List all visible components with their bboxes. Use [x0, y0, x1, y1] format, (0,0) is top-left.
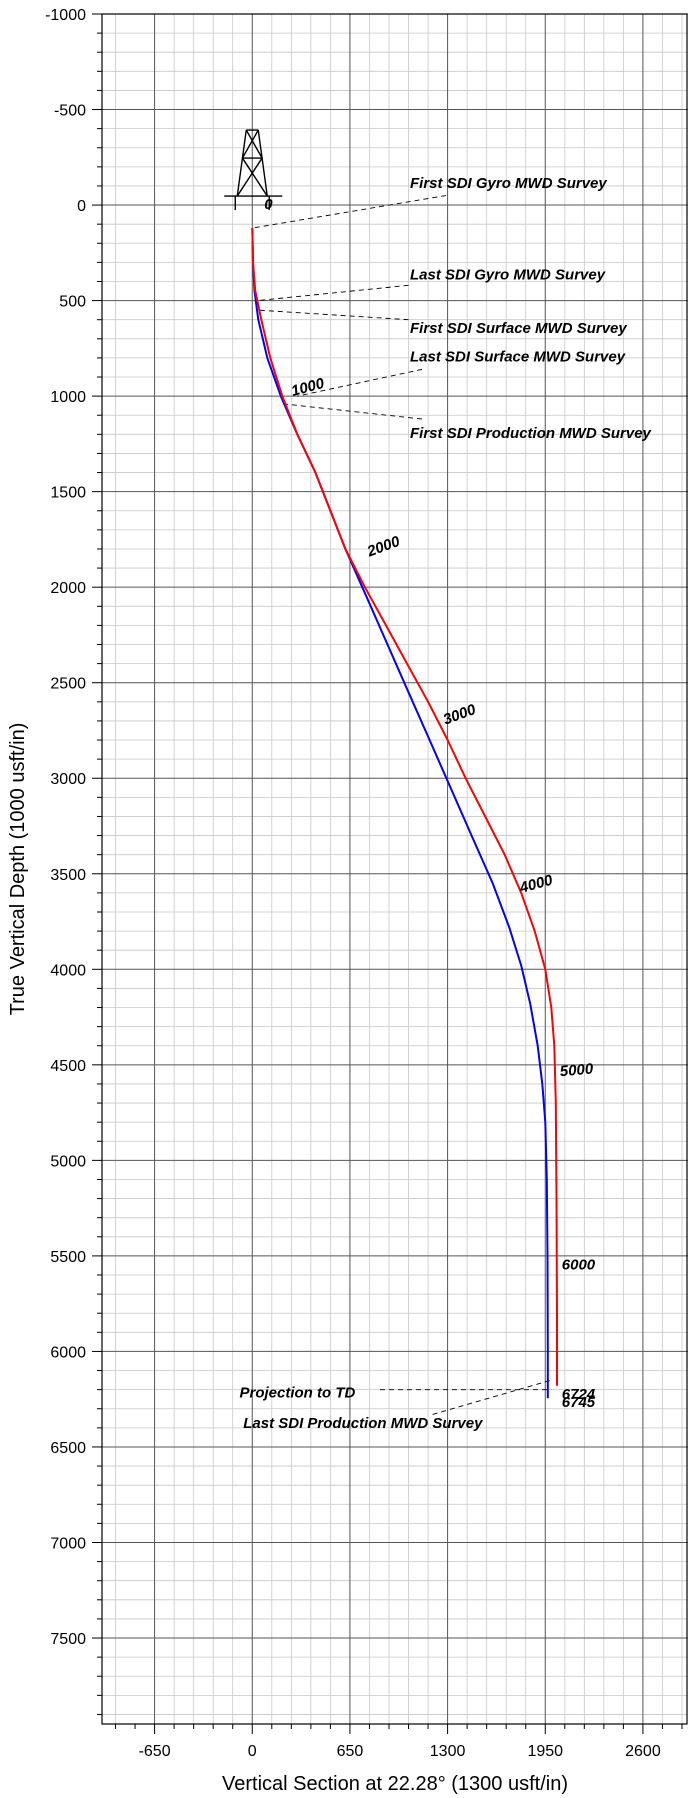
annotation-label: Last SDI Production MWD Survey: [243, 1415, 483, 1432]
y-tick-label: 2000: [50, 580, 86, 597]
y-tick-label: 0: [77, 198, 86, 215]
derrick-brace: [241, 157, 268, 197]
y-axis-title: True Vertical Depth (1000 usft/in): [7, 723, 29, 1016]
derrick-icon: [224, 129, 283, 211]
y-tick-label: 6500: [50, 1440, 86, 1457]
survey-annotations: First SDI Gyro MWD Survey Last SDI Gyro M…: [239, 175, 651, 1432]
major-grid: [102, 13, 688, 1724]
series-group: [251, 227, 558, 1399]
annotation-leader: [257, 284, 409, 302]
derrick-brace: [241, 129, 259, 159]
annotation-label: Last SDI Surface MWD Survey: [410, 349, 626, 366]
x-tick-label: 650: [337, 1743, 364, 1760]
plan-trajectory-line: [251, 227, 549, 1399]
annotation-leader: [282, 403, 423, 420]
annotation-leader: [252, 195, 447, 229]
x-tick-label: -650: [139, 1743, 171, 1760]
annotation-label: Last SDI Gyro MWD Survey: [410, 267, 606, 284]
derrick-brace: [245, 129, 263, 159]
actual-trajectory-line: [251, 227, 558, 1386]
y-tick-label: 7000: [50, 1535, 86, 1552]
md-label: 3000: [441, 701, 479, 729]
x-tick-label: 0: [248, 1743, 257, 1760]
md-label: 6745: [562, 1394, 596, 1411]
x-axis-title: Vertical Section at 22.28° (1300 usft/in…: [222, 1773, 568, 1795]
x-tick-labels: -650 0 650 1300 1950 2600: [139, 1743, 661, 1760]
y-tick-label: 1000: [50, 389, 86, 406]
md-label: 5000: [559, 1060, 594, 1080]
annotation-label: First SDI Gyro MWD Survey: [410, 175, 607, 192]
plot-frame: [101, 13, 688, 1725]
y-tick-label: 5500: [50, 1249, 86, 1266]
derrick-leg: [257, 129, 268, 197]
x-tick-label: 1950: [527, 1743, 563, 1760]
annotation-label: First SDI Production MWD Survey: [410, 425, 652, 442]
y-tick-label: 4500: [50, 1058, 86, 1075]
axis-ticks: [92, 13, 683, 1734]
y-tick-label: 5000: [50, 1153, 86, 1170]
x-tick-label: 2600: [625, 1743, 661, 1760]
annotation-label: First SDI Surface MWD Survey: [410, 320, 627, 337]
md-label: 2000: [364, 533, 403, 561]
annotation-label: Projection to TD: [239, 1384, 355, 1401]
x-tick-label: 1300: [430, 1743, 466, 1760]
md-label: 6724: [562, 1386, 596, 1403]
y-tick-label: 2500: [50, 676, 86, 693]
y-tick-label: 6000: [50, 1344, 86, 1361]
annotation-leader: [297, 368, 423, 397]
y-tick-label: -500: [54, 103, 86, 120]
y-tick-label: 4000: [50, 962, 86, 979]
md-label: 6000: [562, 1256, 596, 1273]
y-tick-labels: -1000 -500 0 500 1000 1500 2000 2500 3000 3500 400…: [45, 7, 86, 1648]
y-tick-label: 1500: [50, 485, 86, 502]
derrick-leg: [236, 129, 247, 197]
annotation-leader: [432, 1379, 552, 1415]
y-tick-label: 7500: [50, 1631, 86, 1648]
annotation-leader: [258, 309, 409, 321]
derrick-brace: [236, 157, 263, 197]
y-tick-label: 500: [59, 294, 86, 311]
y-tick-label: 3000: [50, 771, 86, 788]
y-tick-label: -1000: [45, 7, 86, 24]
y-tick-label: 3500: [50, 867, 86, 884]
